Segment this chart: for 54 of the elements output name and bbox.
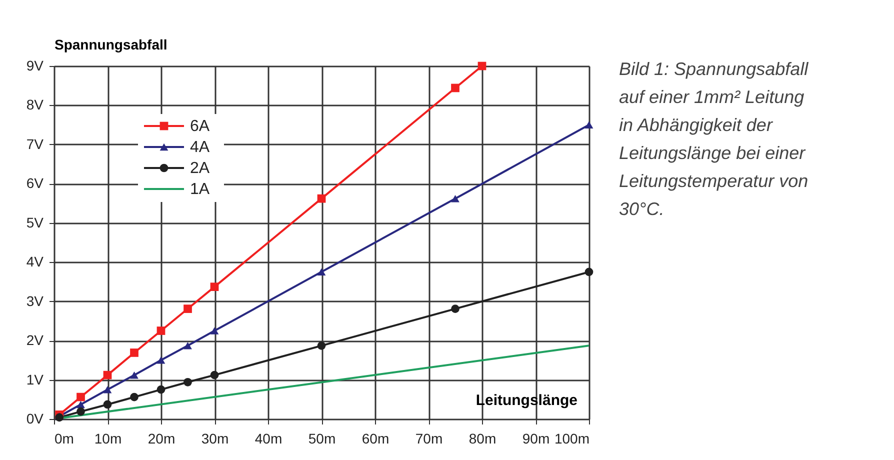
- point: [184, 378, 192, 386]
- point: [76, 400, 85, 408]
- point: [317, 194, 326, 203]
- point: [210, 282, 219, 292]
- point: [184, 342, 192, 350]
- point: [210, 370, 219, 380]
- y-tick-label: 2V: [26, 332, 44, 348]
- point: [76, 392, 85, 402]
- y-tick-label: 6V: [26, 175, 44, 192]
- y-tick-label: 0V: [26, 410, 44, 426]
- point: [76, 407, 85, 416]
- y-tick-label: 7V: [26, 136, 44, 152]
- point: [130, 371, 138, 379]
- x-tick-label: 50m: [308, 430, 336, 446]
- text: Bild 1: Spannungsabfall auf einer 1mm² Leitung in Abhängigkeit der Leitungslänge bei einer Leitungstemperatur von 30°C.: [619, 59, 810, 219]
- x-tick-label: 100m: [554, 430, 590, 446]
- point: [584, 121, 594, 128]
- point: [156, 356, 166, 364]
- y-axis-title: Spannungsabfall: [54, 36, 168, 52]
- point: [317, 268, 326, 276]
- x-tick-label: 80m: [468, 430, 496, 446]
- point: [103, 400, 112, 409]
- x-tick-label: 30m: [201, 430, 229, 446]
- x-tick-label: 40m: [254, 430, 282, 446]
- x-tick-label: 60m: [362, 430, 390, 446]
- y-tick-label: 9V: [26, 58, 44, 74]
- legend-label: 4A: [190, 139, 210, 156]
- x-tick-label: 90m: [522, 430, 550, 446]
- x-tick-label: 0m: [54, 430, 74, 446]
- point: [451, 194, 460, 202]
- y-tick-label: 4V: [26, 254, 44, 270]
- point: [478, 62, 486, 70]
- point: [451, 84, 460, 92]
- point: [156, 385, 166, 394]
- x-tick-label: 20m: [148, 430, 176, 446]
- y-tick-label: 3V: [26, 292, 44, 309]
- legend-label: 2A: [190, 160, 210, 177]
- point: [584, 268, 594, 276]
- point: [130, 392, 138, 402]
- legend-label: 1A: [190, 181, 210, 198]
- point: [451, 304, 460, 313]
- x-tick-label: 10m: [94, 430, 122, 446]
- point: [103, 370, 112, 380]
- point: [130, 348, 138, 357]
- point: [156, 326, 166, 335]
- x-tick-label: 70m: [415, 430, 443, 446]
- point: [210, 327, 219, 334]
- legend-label: 6A: [190, 118, 210, 135]
- point: [184, 304, 192, 313]
- y-tick-label: 1V: [26, 371, 44, 388]
- y-tick-label: 8V: [26, 96, 44, 113]
- y-tick-label: 5V: [26, 214, 44, 230]
- point: [103, 386, 112, 394]
- point: [317, 341, 326, 350]
